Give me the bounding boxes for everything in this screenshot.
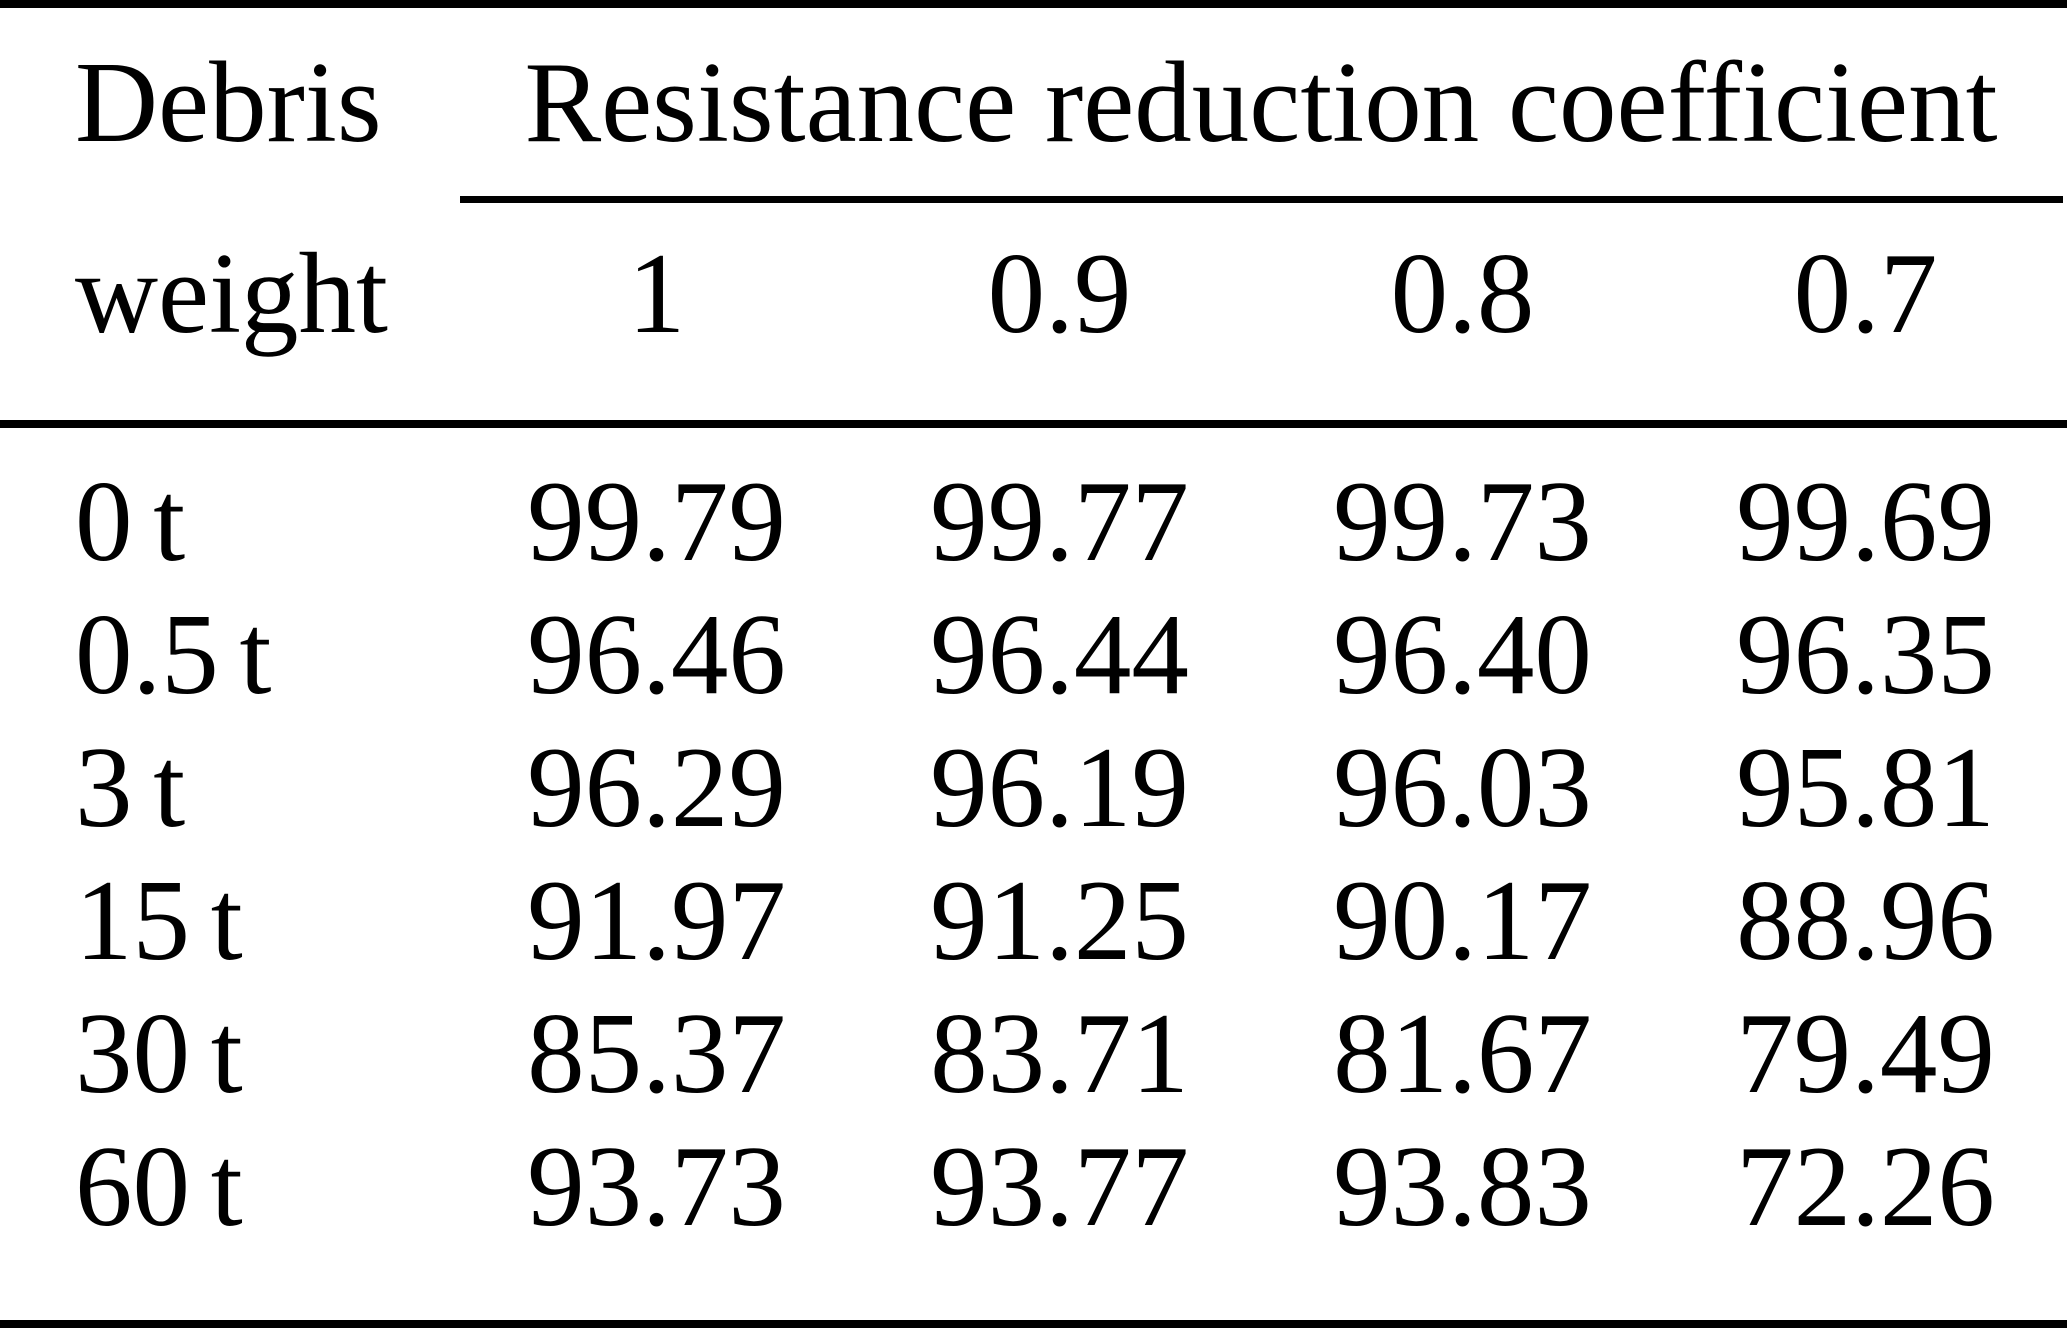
cell-value: 99.77 bbox=[930, 458, 1189, 585]
cell-value: 95.81 bbox=[1736, 724, 1995, 851]
cell-value: 96.19 bbox=[930, 724, 1189, 851]
row-label: 0.5 t bbox=[75, 591, 272, 718]
cell-value: 93.83 bbox=[1333, 1123, 1592, 1250]
cell-value: 96.46 bbox=[527, 591, 786, 718]
row-label: 30 t bbox=[75, 990, 243, 1117]
table-bottom-rule bbox=[0, 1320, 2067, 1328]
cell-value: 90.17 bbox=[1333, 857, 1592, 984]
coeff-column-header-09: 0.9 bbox=[987, 230, 1132, 357]
cell-value: 93.73 bbox=[527, 1123, 786, 1250]
cell-value: 88.96 bbox=[1736, 857, 1995, 984]
cell-value: 96.40 bbox=[1333, 591, 1592, 718]
cell-value: 93.77 bbox=[930, 1123, 1189, 1250]
table-row: 15 t 91.97 91.25 90.17 88.96 bbox=[0, 854, 2067, 987]
cell-value: 96.03 bbox=[1333, 724, 1592, 851]
row-label: 60 t bbox=[75, 1123, 243, 1250]
coeff-column-header-1: 1 bbox=[627, 230, 686, 357]
header-row-group: Debris Resistance reduction coefficient bbox=[0, 8, 2067, 196]
column-group-underline bbox=[460, 196, 2063, 203]
table-row: 3 t 96.29 96.19 96.03 95.81 bbox=[0, 721, 2067, 854]
table-row: 0.5 t 96.46 96.44 96.40 96.35 bbox=[0, 588, 2067, 721]
row-label: 15 t bbox=[75, 857, 243, 984]
cell-value: 96.35 bbox=[1736, 591, 1995, 718]
column-group-header: Resistance reduction coefficient bbox=[524, 38, 1998, 166]
table-row: 30 t 85.37 83.71 81.67 79.49 bbox=[0, 987, 2067, 1120]
row-header-line2: weight bbox=[75, 230, 388, 357]
row-label: 3 t bbox=[75, 724, 186, 851]
cell-value: 85.37 bbox=[527, 990, 786, 1117]
cell-value: 99.69 bbox=[1736, 458, 1995, 585]
coeff-column-header-07: 0.7 bbox=[1793, 230, 1938, 357]
cell-value: 79.49 bbox=[1736, 990, 1995, 1117]
header-row-coefficients: weight 1 0.9 0.8 0.7 bbox=[0, 203, 2067, 420]
cell-value: 91.25 bbox=[930, 857, 1189, 984]
cell-value: 96.44 bbox=[930, 591, 1189, 718]
cell-value: 99.73 bbox=[1333, 458, 1592, 585]
cell-value: 99.79 bbox=[527, 458, 786, 585]
row-header-line1: Debris bbox=[75, 38, 382, 166]
table-row: 60 t 93.73 93.77 93.83 72.26 bbox=[0, 1120, 2067, 1253]
row-label: 0 t bbox=[75, 458, 186, 585]
cell-value: 83.71 bbox=[930, 990, 1189, 1117]
header-body-divider bbox=[0, 420, 2067, 428]
table-top-rule bbox=[0, 0, 2067, 8]
cell-value: 72.26 bbox=[1736, 1123, 1995, 1250]
cell-value: 96.29 bbox=[527, 724, 786, 851]
cell-value: 91.97 bbox=[527, 857, 786, 984]
coeff-column-header-08: 0.8 bbox=[1390, 230, 1535, 357]
table-row: 0 t 99.79 99.77 99.73 99.69 bbox=[0, 455, 2067, 588]
table-body: 0 t 99.79 99.77 99.73 99.69 0.5 t 96.46 … bbox=[0, 455, 2067, 1253]
cell-value: 81.67 bbox=[1333, 990, 1592, 1117]
